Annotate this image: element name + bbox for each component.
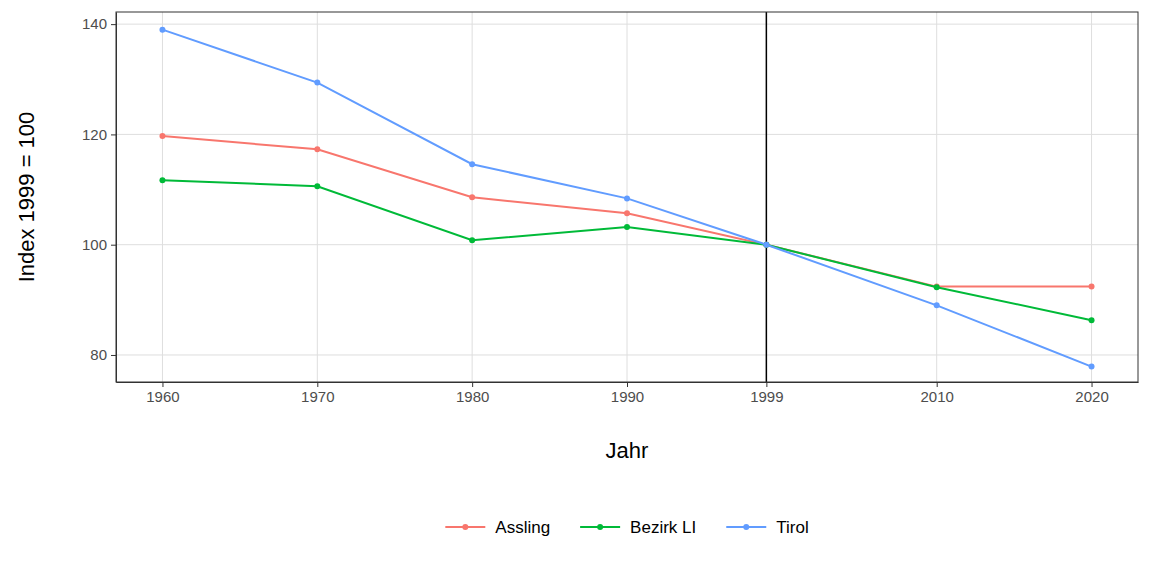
- series-point: [159, 177, 165, 183]
- series-point: [763, 242, 769, 248]
- series-point: [159, 27, 165, 33]
- x-tick-label: 1990: [611, 388, 644, 405]
- legend-key-marker: [743, 524, 749, 530]
- series-point: [469, 161, 475, 167]
- series-line: [162, 136, 1091, 287]
- x-tick-mark: [1092, 382, 1093, 387]
- x-tick-label: 2010: [921, 388, 954, 405]
- x-tick-mark: [937, 382, 938, 387]
- series-point: [159, 133, 165, 139]
- legend-item: Bezirk LI: [580, 518, 696, 537]
- x-tick: 2020: [1075, 382, 1108, 405]
- y-tick: 100: [82, 236, 116, 253]
- x-tick-label: 2020: [1075, 388, 1108, 405]
- grid-line-x: [1091, 12, 1092, 382]
- y-tick-mark: [111, 24, 116, 25]
- plot-area: [159, 12, 1094, 382]
- series-point: [469, 194, 475, 200]
- series-point: [934, 302, 940, 308]
- grid-line-x: [766, 12, 767, 382]
- x-tick-label: 1999: [750, 388, 783, 405]
- reference-line: [766, 12, 768, 382]
- grid-line-x: [162, 12, 163, 382]
- x-tick: 1990: [611, 382, 644, 405]
- legend-item: Assling: [445, 518, 550, 537]
- series-point: [314, 80, 320, 86]
- grid-line-x: [936, 12, 937, 382]
- legend-key-marker: [597, 524, 603, 530]
- grid-line-x: [317, 12, 318, 382]
- x-tick-mark: [627, 382, 628, 387]
- series-point: [624, 210, 630, 216]
- series-point: [314, 183, 320, 189]
- legend-key-marker: [462, 524, 468, 530]
- grid: [116, 12, 1138, 382]
- legend-label: Assling: [495, 518, 550, 537]
- y-tick-label: 80: [90, 346, 107, 363]
- x-tick-mark: [766, 382, 767, 387]
- y-tick-mark: [111, 355, 116, 356]
- plot-frame: [116, 12, 1138, 382]
- series-point: [624, 195, 630, 201]
- x-tick-mark: [317, 382, 318, 387]
- series-line: [162, 180, 1091, 320]
- y-axis: 80 100 120 140: [82, 13, 117, 383]
- y-tick-mark: [111, 245, 116, 246]
- x-axis-title: Jahr: [606, 438, 649, 463]
- x-tick-label: 1960: [146, 388, 179, 405]
- legend-label: Tirol: [776, 518, 808, 537]
- x-tick-mark: [162, 382, 163, 387]
- x-tick: 1980: [456, 382, 489, 405]
- y-tick: 120: [82, 126, 116, 143]
- series-point: [624, 224, 630, 230]
- y-tick-label: 120: [82, 126, 107, 143]
- y-tick: 80: [90, 346, 116, 363]
- x-tick-label: 1980: [456, 388, 489, 405]
- series-point: [1089, 284, 1095, 290]
- series-point: [763, 242, 769, 248]
- legend: Assling Bezirk LI Tirol: [445, 518, 808, 537]
- series-point: [934, 284, 940, 290]
- x-tick: 1970: [301, 382, 334, 405]
- y-tick-label: 140: [82, 15, 107, 32]
- x-axis: 1960 1970 1980 1990 1999 2010 2020: [117, 382, 1139, 405]
- x-tick-label: 1970: [301, 388, 334, 405]
- series-line: [162, 30, 1091, 367]
- series-point: [763, 242, 769, 248]
- legend-item: Tirol: [726, 518, 808, 537]
- y-axis-title: Index 1999 = 100: [14, 112, 39, 283]
- x-tick: 1999: [750, 382, 783, 405]
- plot-background: [116, 12, 1138, 382]
- legend-label: Bezirk LI: [630, 518, 696, 537]
- x-tick-mark: [472, 382, 473, 387]
- series-point: [469, 237, 475, 243]
- series-point: [1089, 317, 1095, 323]
- chart: 1960 1970 1980 1990 1999 2010 2020 80 100 120 140 J…: [0, 0, 1152, 576]
- series-point: [314, 146, 320, 152]
- x-tick: 2010: [921, 382, 954, 405]
- y-tick: 140: [82, 15, 116, 32]
- series-point: [1089, 364, 1095, 370]
- series-point: [934, 284, 940, 290]
- y-tick-mark: [111, 134, 116, 135]
- x-tick: 1960: [146, 382, 179, 405]
- y-tick-label: 100: [82, 236, 107, 253]
